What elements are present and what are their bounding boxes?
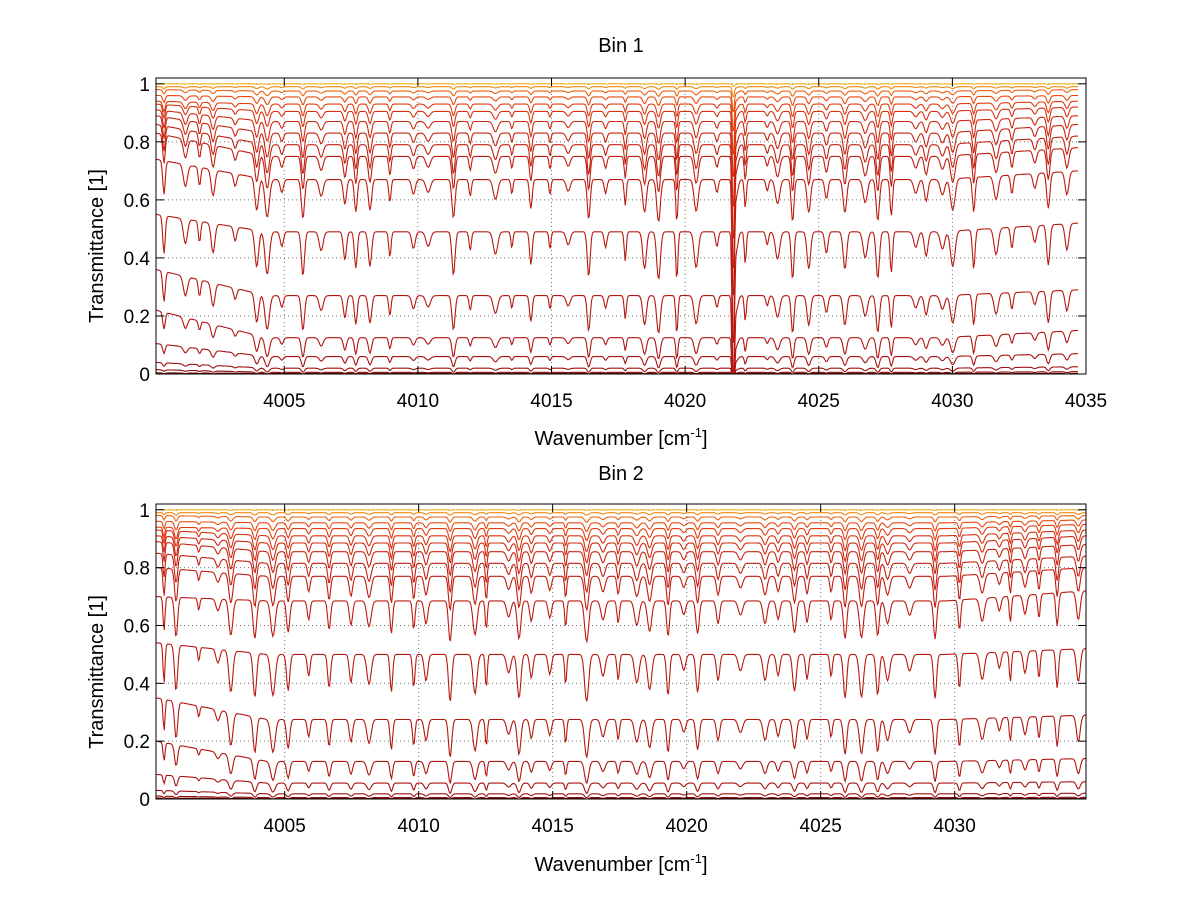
- series-line: [155, 342, 1078, 375]
- y-tick-label: 0: [139, 790, 150, 811]
- tick-marks: [156, 78, 1087, 375]
- x-tick-labels: 4005 4010 4015 4020 4025 4030 4035: [263, 391, 1107, 412]
- series-line: [156, 512, 1086, 516]
- series-line: [155, 132, 1079, 297]
- series-line: [155, 642, 1087, 702]
- x-tick-label: 4035: [1065, 391, 1107, 412]
- x-tick-label: 4030: [934, 816, 976, 837]
- series-line: [155, 115, 1079, 240]
- y-tick-label: 1: [139, 501, 150, 522]
- series-line: [156, 100, 1078, 155]
- y-tick-label: 1: [139, 75, 150, 96]
- series-line: [155, 158, 1078, 344]
- x-tick-label: 4005: [263, 391, 305, 412]
- tick-marks: [156, 504, 1086, 800]
- series-line: [155, 740, 1087, 785]
- x-tick-label: 4005: [264, 816, 306, 837]
- series-line: [156, 94, 1078, 132]
- y-tick-label: 0.6: [124, 191, 150, 212]
- x-tick-label: 4030: [931, 391, 973, 412]
- y-tick-label: 0.8: [124, 559, 150, 580]
- y-tick-labels: 0 0.2 0.4 0.6 0.8 1: [124, 501, 151, 811]
- series-line: [155, 523, 1087, 542]
- x-tick-labels: 4005 4010 4015 4020 4025 4030: [264, 816, 976, 837]
- axes-box: [155, 77, 1087, 375]
- x-tick-label: 4010: [398, 816, 440, 837]
- series-line: [155, 590, 1087, 644]
- y-axis-label: Transmittance [1]: [86, 169, 108, 323]
- y-tick-label: 0.4: [124, 249, 151, 270]
- subplot-bin-1: Bin 1 4005 4010 4015 4020 4025 4030 4035 00.20…: [86, 35, 1107, 450]
- series-line: [156, 83, 1078, 87]
- x-tick-label: 4020: [664, 391, 706, 412]
- x-tick-label: 4015: [530, 391, 572, 412]
- y-tick-label: 0.2: [124, 732, 150, 753]
- series-line: [155, 773, 1087, 795]
- series-line: [155, 697, 1087, 759]
- y-tick-label: 0: [139, 365, 150, 386]
- series-group: [155, 509, 1087, 800]
- y-tick-label: 0.4: [124, 674, 151, 695]
- series-line: [156, 361, 1079, 375]
- series-line: [155, 567, 1087, 612]
- series-line: [156, 509, 1086, 512]
- x-axis-label: Wavenumber [cm-1]: [534, 851, 707, 876]
- y-tick-label: 0.2: [124, 307, 150, 328]
- series-line: [155, 541, 1087, 577]
- subplot-bin-2: Bin 2 4005 4010 4015 4020 4025 4030 0 0.2 0.4 0.…: [86, 463, 1087, 876]
- y-axis-label: Transmittance [1]: [86, 595, 108, 749]
- series-line: [155, 535, 1087, 564]
- y-tick-label: 0.6: [124, 616, 150, 637]
- series-line: [155, 309, 1078, 375]
- series-line: [155, 369, 1078, 375]
- x-tick-label: 4015: [532, 816, 574, 837]
- series-line: [156, 519, 1086, 533]
- chart-title: Bin 1: [598, 35, 644, 57]
- x-tick-label: 4010: [397, 391, 439, 412]
- series-group: [155, 83, 1079, 375]
- series-line: [156, 515, 1086, 523]
- series-line: [155, 529, 1087, 553]
- series-line: [156, 86, 1078, 98]
- x-tick-label: 4020: [666, 816, 708, 837]
- series-line: [156, 795, 1086, 800]
- series-line: [155, 109, 1079, 208]
- series-line: [155, 103, 1079, 178]
- x-tick-label: 4025: [798, 391, 840, 412]
- series-line: [155, 123, 1079, 269]
- series-line: [155, 789, 1086, 799]
- series-line: [155, 268, 1079, 375]
- series-line: [156, 89, 1078, 112]
- x-tick-label: 4025: [800, 816, 842, 837]
- y-tick-label: 0.8: [124, 133, 150, 154]
- y-tick-labels: 0 0.2 0.4 0.6 0.8 1: [124, 75, 151, 386]
- series-line: [155, 213, 1079, 375]
- axes-box: [155, 503, 1087, 800]
- chart-title: Bin 2: [598, 463, 644, 485]
- x-axis-label: Wavenumber [cm-1]: [534, 425, 707, 450]
- series-line: [155, 552, 1086, 594]
